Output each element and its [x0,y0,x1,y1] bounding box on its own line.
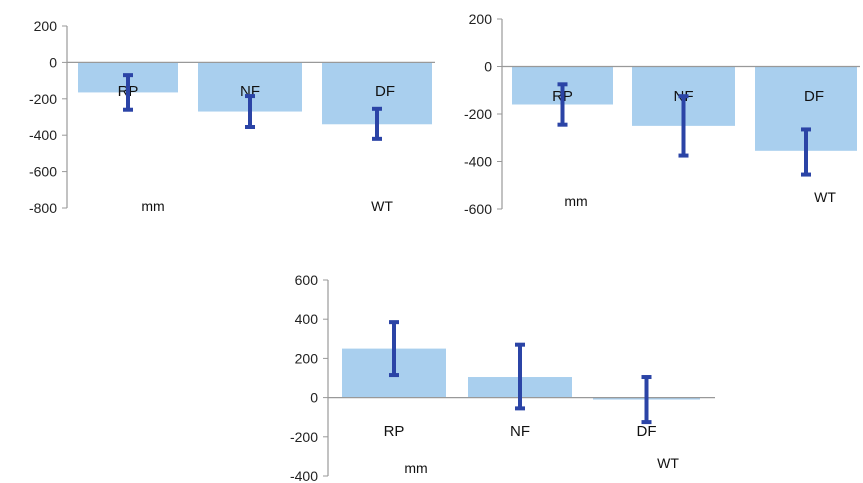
y-tick-label-1-3: -400 [29,127,57,143]
y-tick-label-1-5: -800 [29,200,57,216]
annotation-wt-3: WT [657,455,679,471]
annotation-mm-3: mm [404,460,427,476]
y-tick-label-1-1: 0 [49,54,57,70]
annotation-wt-1: WT [371,198,393,214]
y-tick-label-2-3: -400 [464,154,492,170]
y-tick-label-1-4: -600 [29,164,57,180]
y-tick-label-2-2: -200 [464,106,492,122]
y-tick-label-3-4: -200 [290,429,318,445]
annotation-mm-1: mm [141,198,164,214]
y-tick-label-3-5: -400 [290,468,318,483]
category-label-3-df: DF [637,423,657,440]
y-tick-label-3-1: 400 [295,311,319,327]
category-label-3-nf: NF [510,423,530,440]
annotation-mm-2: mm [564,193,587,209]
category-label-3-rp: RP [384,423,405,440]
y-tick-label-2-0: 200 [469,11,493,27]
y-tick-label-1-0: 200 [34,18,58,34]
y-tick-label-1-2: -200 [29,91,57,107]
y-tick-label-3-2: 200 [295,350,319,366]
annotation-wt-2: WT [814,189,836,205]
y-tick-label-3-0: 600 [295,272,319,288]
y-tick-label-2-4: -600 [464,201,492,217]
y-tick-label-2-1: 0 [484,59,492,75]
category-label-2-df: DF [804,88,824,105]
category-label-1-df: DF [375,83,395,100]
y-tick-label-3-3: 0 [310,390,318,406]
